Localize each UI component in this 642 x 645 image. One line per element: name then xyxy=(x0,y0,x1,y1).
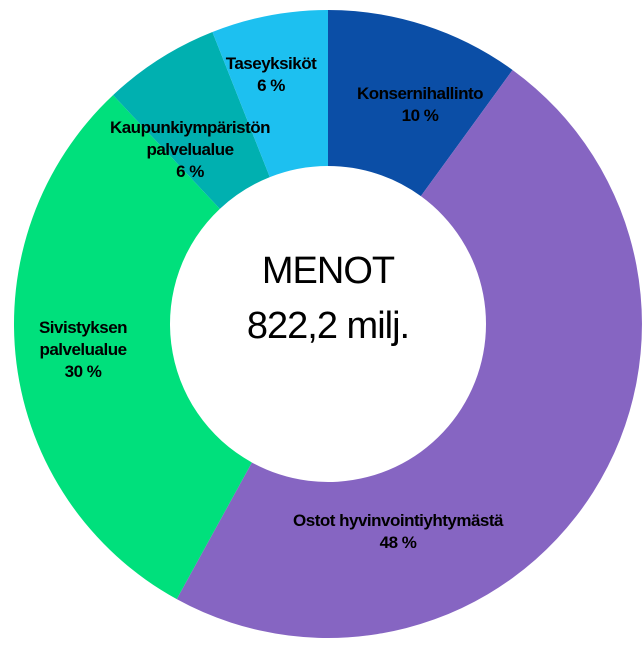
slice-value: 30 % xyxy=(64,362,102,381)
center-subtitle: 822,2 milj. xyxy=(246,305,410,347)
donut-slice xyxy=(176,69,642,638)
slice-name: Sivistyksen palvelualue xyxy=(38,318,128,359)
slice-name: Taseyksiköt xyxy=(225,54,317,73)
donut-slice xyxy=(13,95,252,600)
slice-value: 6 % xyxy=(257,76,285,95)
slice-label: Taseyksiköt 6 % xyxy=(216,53,326,97)
slice-name: Konsernihallinto xyxy=(356,84,484,103)
donut-slice xyxy=(212,10,328,178)
slice-label: Konsernihallinto 10 % xyxy=(320,83,520,127)
center-title: MENOT xyxy=(261,250,395,292)
donut-slice xyxy=(328,10,513,197)
slice-name: Ostot hyvinvointiyhtymästä xyxy=(293,511,503,530)
slice-name: Kaupunkiympäristön palvelualue xyxy=(109,118,271,159)
donut-slice xyxy=(113,32,270,209)
slice-value: 6 % xyxy=(176,162,204,181)
slice-value: 48 % xyxy=(379,533,417,552)
slice-label: Ostot hyvinvointiyhtymästä 48 % xyxy=(248,510,548,554)
slice-label: Sivistyksen palvelualue 30 % xyxy=(18,317,148,383)
slice-label: Kaupunkiympäristön palvelualue 6 % xyxy=(98,117,283,183)
slice-value: 10 % xyxy=(401,106,439,125)
